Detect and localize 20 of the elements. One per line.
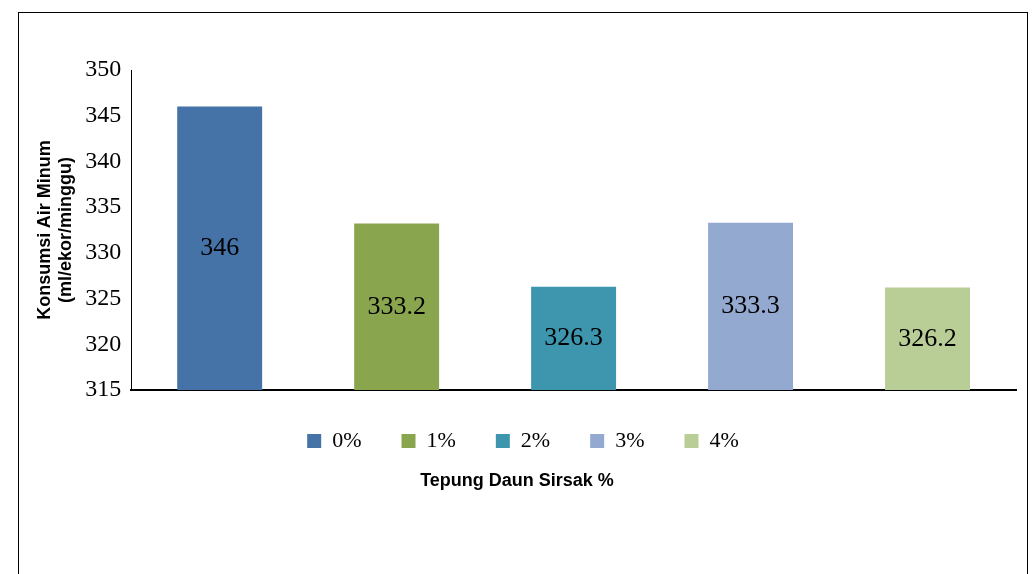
data-label: 326.3 bbox=[544, 322, 603, 352]
legend-label: 4% bbox=[709, 426, 739, 452]
data-label: 333.2 bbox=[367, 290, 426, 320]
y-tick-label: 335 bbox=[85, 192, 122, 219]
legend-label: 1% bbox=[426, 426, 456, 452]
data-label: 346 bbox=[200, 232, 240, 262]
y-tick-label: 320 bbox=[85, 329, 122, 356]
y-tick-label: 345 bbox=[85, 101, 122, 128]
legend-label: 2% bbox=[520, 426, 551, 452]
y-axis-title: Konsumsi Air Minum (ml/ekor/minggu) bbox=[33, 140, 76, 320]
y-tick-label: 350 bbox=[85, 55, 122, 82]
y-tick-label: 315 bbox=[85, 375, 122, 402]
legend-label: 0% bbox=[332, 426, 362, 452]
legend-label: 3% bbox=[615, 426, 645, 452]
data-label: 326.2 bbox=[898, 322, 957, 352]
y-tick-label: 340 bbox=[85, 146, 122, 173]
x-axis-title: Tepung Daun Sirsak % bbox=[419, 470, 615, 491]
y-tick-label: 330 bbox=[85, 238, 122, 265]
y-tick-label: 325 bbox=[85, 283, 122, 310]
data-label: 333.3 bbox=[721, 290, 780, 320]
